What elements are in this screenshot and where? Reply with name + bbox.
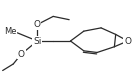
Text: Si: Si xyxy=(33,36,41,46)
Text: Me: Me xyxy=(4,27,17,36)
Text: O: O xyxy=(34,20,41,29)
Text: O: O xyxy=(18,50,25,59)
Text: O: O xyxy=(124,36,131,46)
